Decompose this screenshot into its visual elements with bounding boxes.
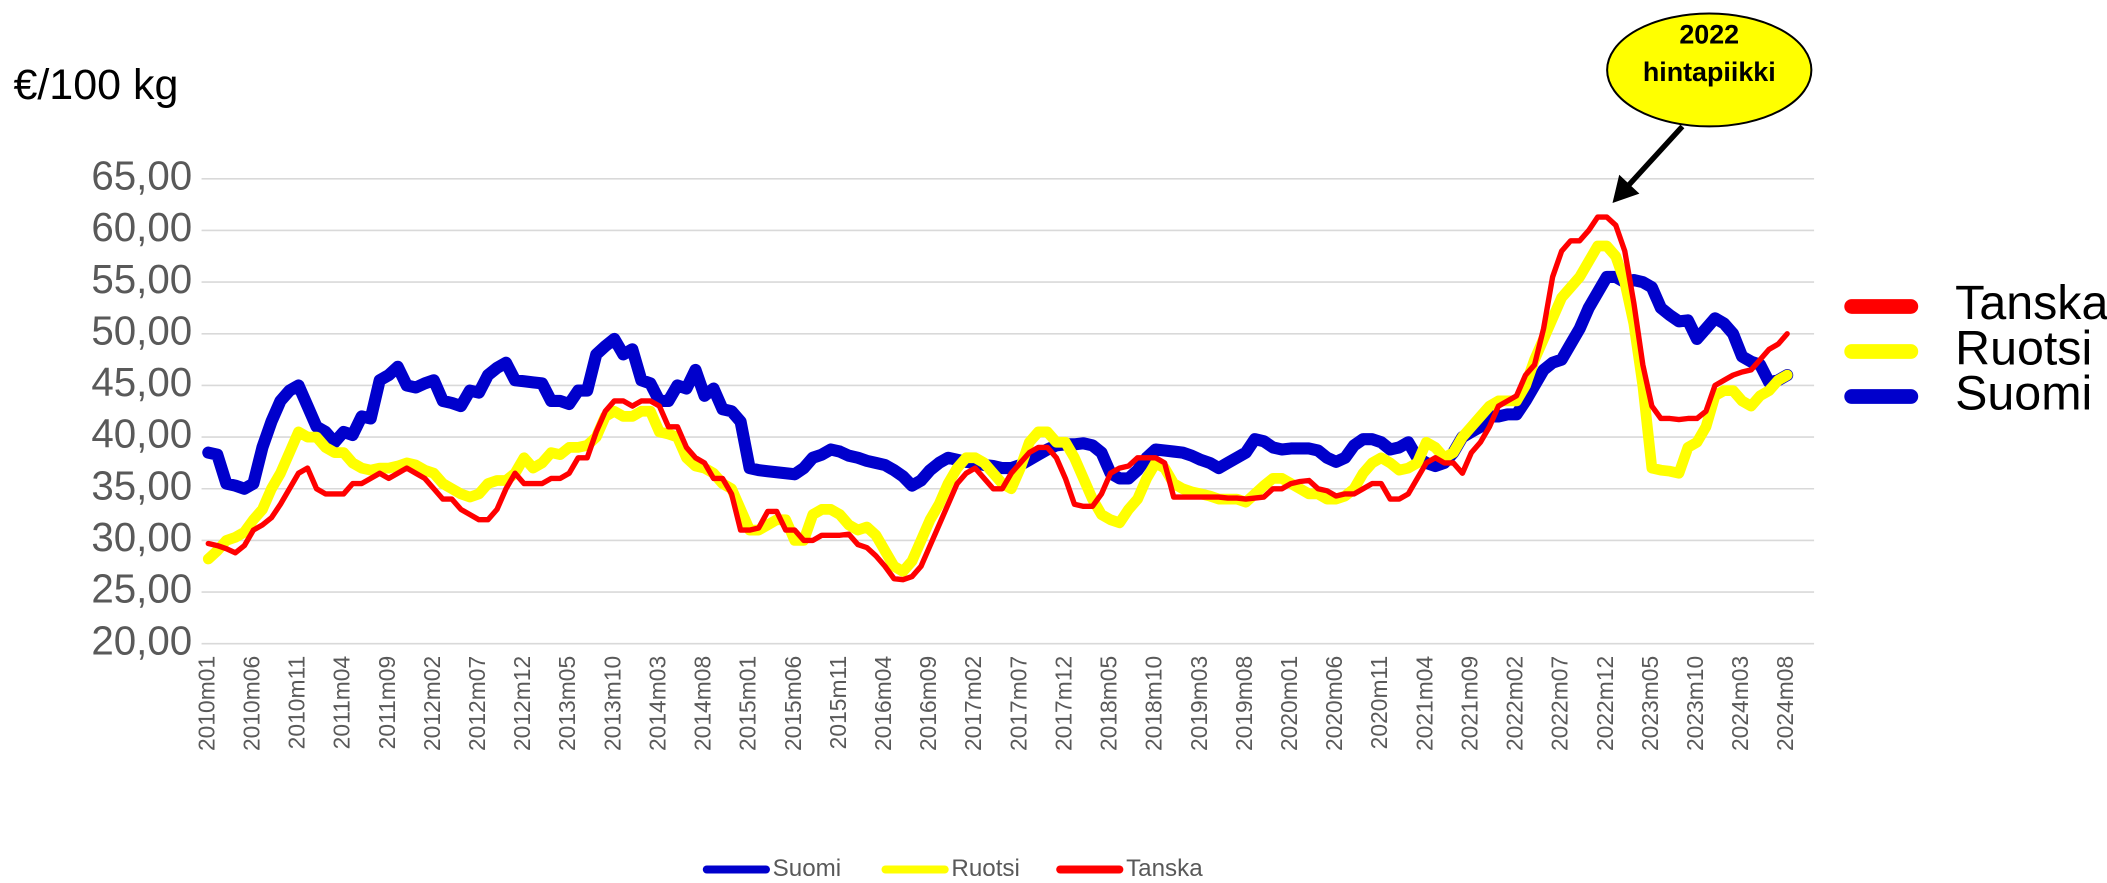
x-tick-label: 2020m06 bbox=[1321, 656, 1347, 751]
annotation-text: hintapiikki bbox=[1643, 57, 1776, 87]
x-tick-label: 2022m02 bbox=[1502, 656, 1528, 751]
x-tick-label: 2020m11 bbox=[1366, 656, 1392, 750]
annotation-text: 2022 bbox=[1679, 19, 1739, 49]
y-tick-label: 20,00 bbox=[91, 618, 192, 663]
legend-label: Tanska bbox=[1126, 855, 1203, 882]
x-tick-label: 2013m05 bbox=[554, 656, 580, 751]
arrow-head bbox=[1612, 174, 1640, 203]
x-tick-label: 2017m12 bbox=[1050, 656, 1076, 751]
x-tick-label: 2011m04 bbox=[329, 656, 355, 750]
y-tick-label: 40,00 bbox=[91, 412, 192, 457]
y-tick-label: 45,00 bbox=[91, 360, 192, 405]
x-tick-label: 2023m10 bbox=[1682, 656, 1708, 751]
x-tick-label: 2012m12 bbox=[509, 656, 535, 751]
plot bbox=[201, 177, 1815, 645]
x-tick-label: 2020m01 bbox=[1276, 656, 1302, 751]
x-tick-label: 2024m08 bbox=[1772, 656, 1798, 751]
x-tick-label: 2012m02 bbox=[419, 656, 445, 751]
y-tick-label: 60,00 bbox=[91, 205, 192, 250]
x-tick-label: 2016m09 bbox=[915, 656, 941, 751]
y-tick-label: 50,00 bbox=[91, 308, 192, 353]
y-axis-title: €/100 kg bbox=[13, 61, 178, 109]
y-tick-label: 65,00 bbox=[91, 153, 192, 198]
x-tick-label: 2011m09 bbox=[374, 656, 400, 750]
x-tick-label: 2024m03 bbox=[1727, 656, 1753, 751]
x-tick-label: 2018m05 bbox=[1096, 656, 1122, 751]
x-tick-label: 2010m06 bbox=[238, 656, 264, 751]
y-tick-label: 30,00 bbox=[91, 515, 192, 560]
x-tick-label: 2015m01 bbox=[735, 656, 761, 751]
x-tick-label: 2015m11 bbox=[825, 656, 851, 750]
annotation-arrow bbox=[1623, 124, 1685, 191]
annotation-bubble bbox=[1606, 12, 1813, 128]
x-tick-label: 2019m08 bbox=[1231, 656, 1257, 751]
legend-label: Suomi bbox=[773, 855, 842, 882]
legend-label: Ruotsi bbox=[1955, 321, 2092, 375]
x-tick-label: 2017m02 bbox=[960, 656, 986, 751]
x-tick-label: 2023m05 bbox=[1637, 656, 1663, 751]
x-tick-label: 2019m03 bbox=[1186, 656, 1212, 751]
x-tick-label: 2014m03 bbox=[644, 656, 670, 751]
y-tick-label: 35,00 bbox=[91, 463, 192, 508]
annotation: 2022 hintapiikki bbox=[1606, 12, 1813, 203]
legend-label: Tanska bbox=[1955, 276, 2107, 330]
legend-label: Suomi bbox=[1955, 366, 2092, 420]
x-tick-label: 2012m07 bbox=[464, 656, 490, 751]
x-tick-label: 2017m07 bbox=[1005, 656, 1031, 751]
series-line bbox=[202, 270, 1794, 495]
x-tick-label: 2010m01 bbox=[193, 656, 219, 751]
x-tick-label: 2010m11 bbox=[284, 656, 310, 750]
y-tick-label: 55,00 bbox=[91, 257, 192, 302]
x-tick-label: 2014m08 bbox=[690, 656, 716, 751]
legend-label: Ruotsi bbox=[951, 855, 1020, 882]
y-tick-label: 25,00 bbox=[91, 567, 192, 612]
x-tick-label: 2018m10 bbox=[1141, 656, 1167, 751]
series-line bbox=[202, 240, 1793, 577]
x-tick-label: 2015m06 bbox=[780, 656, 806, 751]
x-tick-label: 2021m09 bbox=[1456, 656, 1482, 751]
x-tick-label: 2016m04 bbox=[870, 656, 896, 751]
x-tick-label: 2021m04 bbox=[1411, 656, 1437, 751]
x-tick-label: 2013m10 bbox=[599, 656, 625, 751]
x-tick-label: 2022m12 bbox=[1592, 656, 1618, 751]
series-line bbox=[205, 214, 1790, 583]
x-tick-label: 2022m07 bbox=[1547, 656, 1573, 751]
